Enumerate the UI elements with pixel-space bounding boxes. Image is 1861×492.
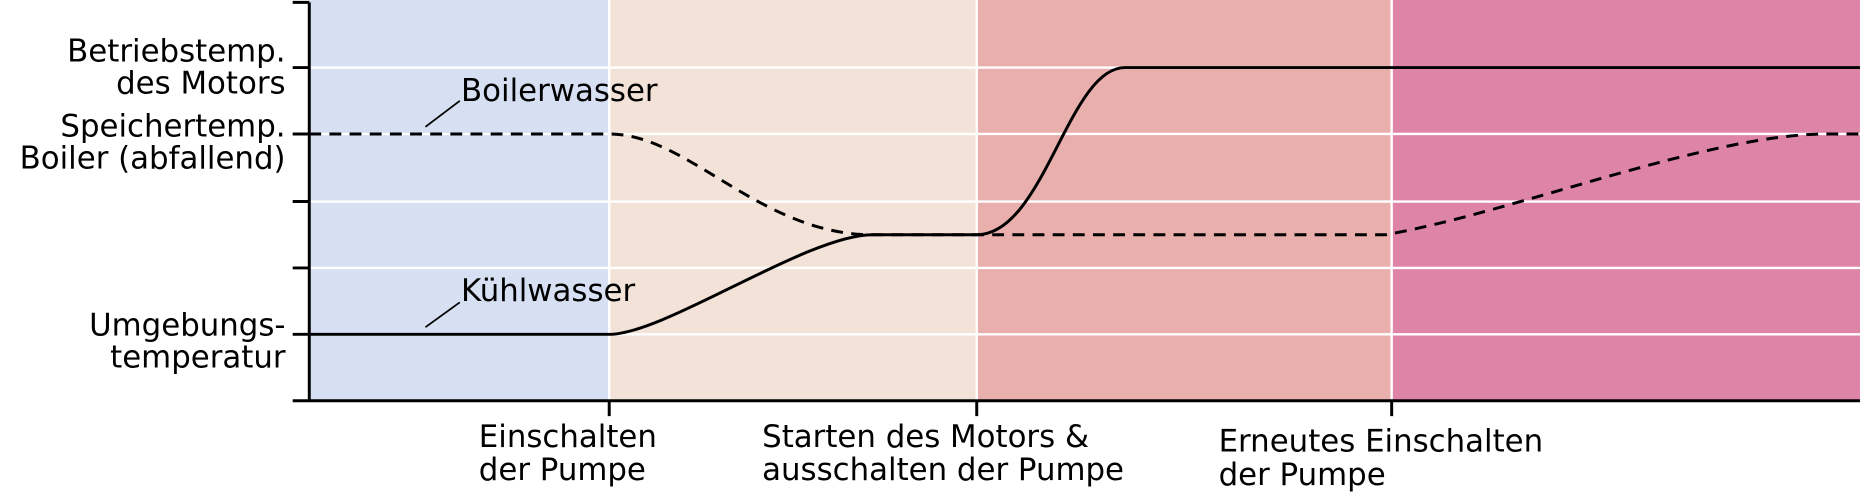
x-labels: Einschalten der Pumpe Starten des Motors… bbox=[479, 419, 1543, 492]
x-label: der Pumpe bbox=[1219, 457, 1386, 492]
y-label: des Motors bbox=[116, 66, 285, 102]
leader-lines bbox=[424, 100, 461, 328]
x-label: Einschalten bbox=[479, 419, 657, 455]
axes bbox=[292, 0, 1860, 417]
curve-label: Kühlwasser bbox=[461, 273, 635, 309]
coolant-curve bbox=[309, 66, 1860, 336]
y-label: Umgebungs- bbox=[89, 308, 285, 344]
y-label: Boiler (abfallend) bbox=[20, 140, 286, 176]
x-label: ausschalten der Pumpe bbox=[762, 452, 1124, 488]
y-labels: Betriebstemp. des Motors Speichertemp. B… bbox=[20, 34, 286, 376]
curve-label: Boilerwasser bbox=[461, 73, 658, 109]
x-label: der Pumpe bbox=[479, 452, 646, 488]
x-label: Starten des Motors & bbox=[762, 419, 1089, 455]
y-label: Speichertemp. bbox=[60, 108, 285, 144]
y-label: Betriebstemp. bbox=[67, 34, 285, 70]
x-label: Erneutes Einschalten bbox=[1219, 424, 1544, 460]
boiler-curve bbox=[309, 132, 1860, 237]
y-label: temperatur bbox=[110, 340, 286, 376]
